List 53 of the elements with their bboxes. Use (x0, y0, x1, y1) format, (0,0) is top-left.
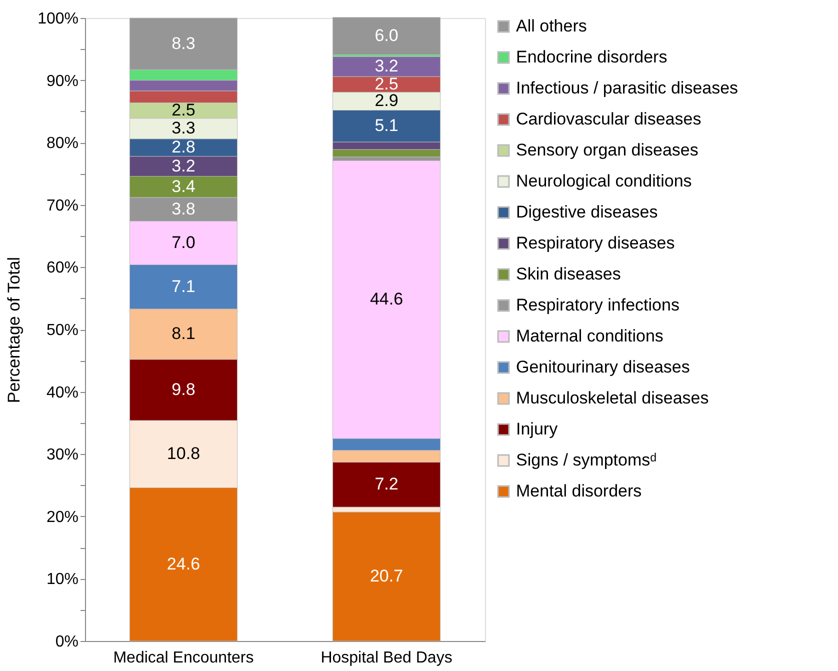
data-label: 44.6 (370, 290, 404, 309)
data-label: 24.6 (166, 554, 200, 574)
y-axis-title: Percentage of Total (4, 256, 24, 404)
legend-label: Sensory organ diseases (516, 140, 698, 160)
data-label: 20.7 (370, 566, 404, 586)
legend-label: Cardiovascular diseases (516, 110, 702, 128)
y-tick-label: 0% (55, 634, 78, 650)
legend-label: Digestive diseases (516, 202, 658, 222)
y-tick-label: 60% (46, 260, 78, 277)
data-label: 9.8 (172, 380, 196, 399)
legend-label: Skin diseases (516, 264, 621, 284)
data-label: 2.9 (374, 91, 398, 110)
y-tick-label: 70% (46, 197, 78, 214)
data-label: 7.2 (374, 474, 398, 494)
legend-label: All others (516, 16, 587, 36)
data-label: 2.8 (172, 138, 196, 157)
legend-label: Neurological conditions (516, 172, 692, 190)
y-tick-label: 100% (38, 10, 78, 28)
data-label: 3.3 (172, 118, 196, 138)
data-label: 6.0 (374, 26, 398, 46)
legend-label: Respiratory diseases (516, 234, 675, 252)
legend-label: Signs / symptomsᵈ (516, 450, 657, 470)
y-tick-label: 20% (46, 508, 78, 526)
data-label: 10.8 (166, 444, 200, 464)
data-label: 8.1 (172, 324, 196, 344)
bar (332, 17, 441, 56)
data-label: 3.4 (172, 176, 196, 196)
data-label: 3.2 (172, 156, 196, 176)
legend-label: Infectious / parasitic diseases (516, 78, 738, 98)
x-tick-label: Medical Encounters (113, 650, 254, 666)
data-label: 7.1 (172, 276, 196, 296)
data-label: 7.0 (172, 232, 196, 252)
legend-label: Musculoskeletal diseases (516, 388, 709, 408)
legend-label: Endocrine disorders (516, 48, 668, 66)
legend-label: Injury (516, 420, 558, 438)
data-label: 8.3 (172, 34, 196, 53)
data-label: 2.5 (172, 100, 196, 120)
legend-label: Respiratory infections (516, 296, 680, 314)
legend-label: Genitourinary diseases (516, 358, 690, 376)
legend-label: Maternal conditions (516, 326, 664, 346)
data-label: 3.8 (172, 199, 196, 218)
y-tick-label: 50% (46, 322, 78, 339)
x-tick-label: Hospital Bed Days (320, 650, 452, 666)
data-label: 5.1 (374, 116, 398, 136)
data-label: 3.2 (374, 56, 398, 76)
y-tick-label: 10% (46, 571, 78, 588)
bar (332, 512, 441, 642)
y-tick-label: 80% (46, 135, 78, 152)
legend-label: Mental disorders (516, 482, 642, 500)
data-label: 2.5 (374, 74, 398, 94)
y-tick-label: 30% (46, 446, 78, 464)
y-tick-label: 90% (46, 72, 78, 90)
y-tick-label: 40% (46, 384, 78, 402)
